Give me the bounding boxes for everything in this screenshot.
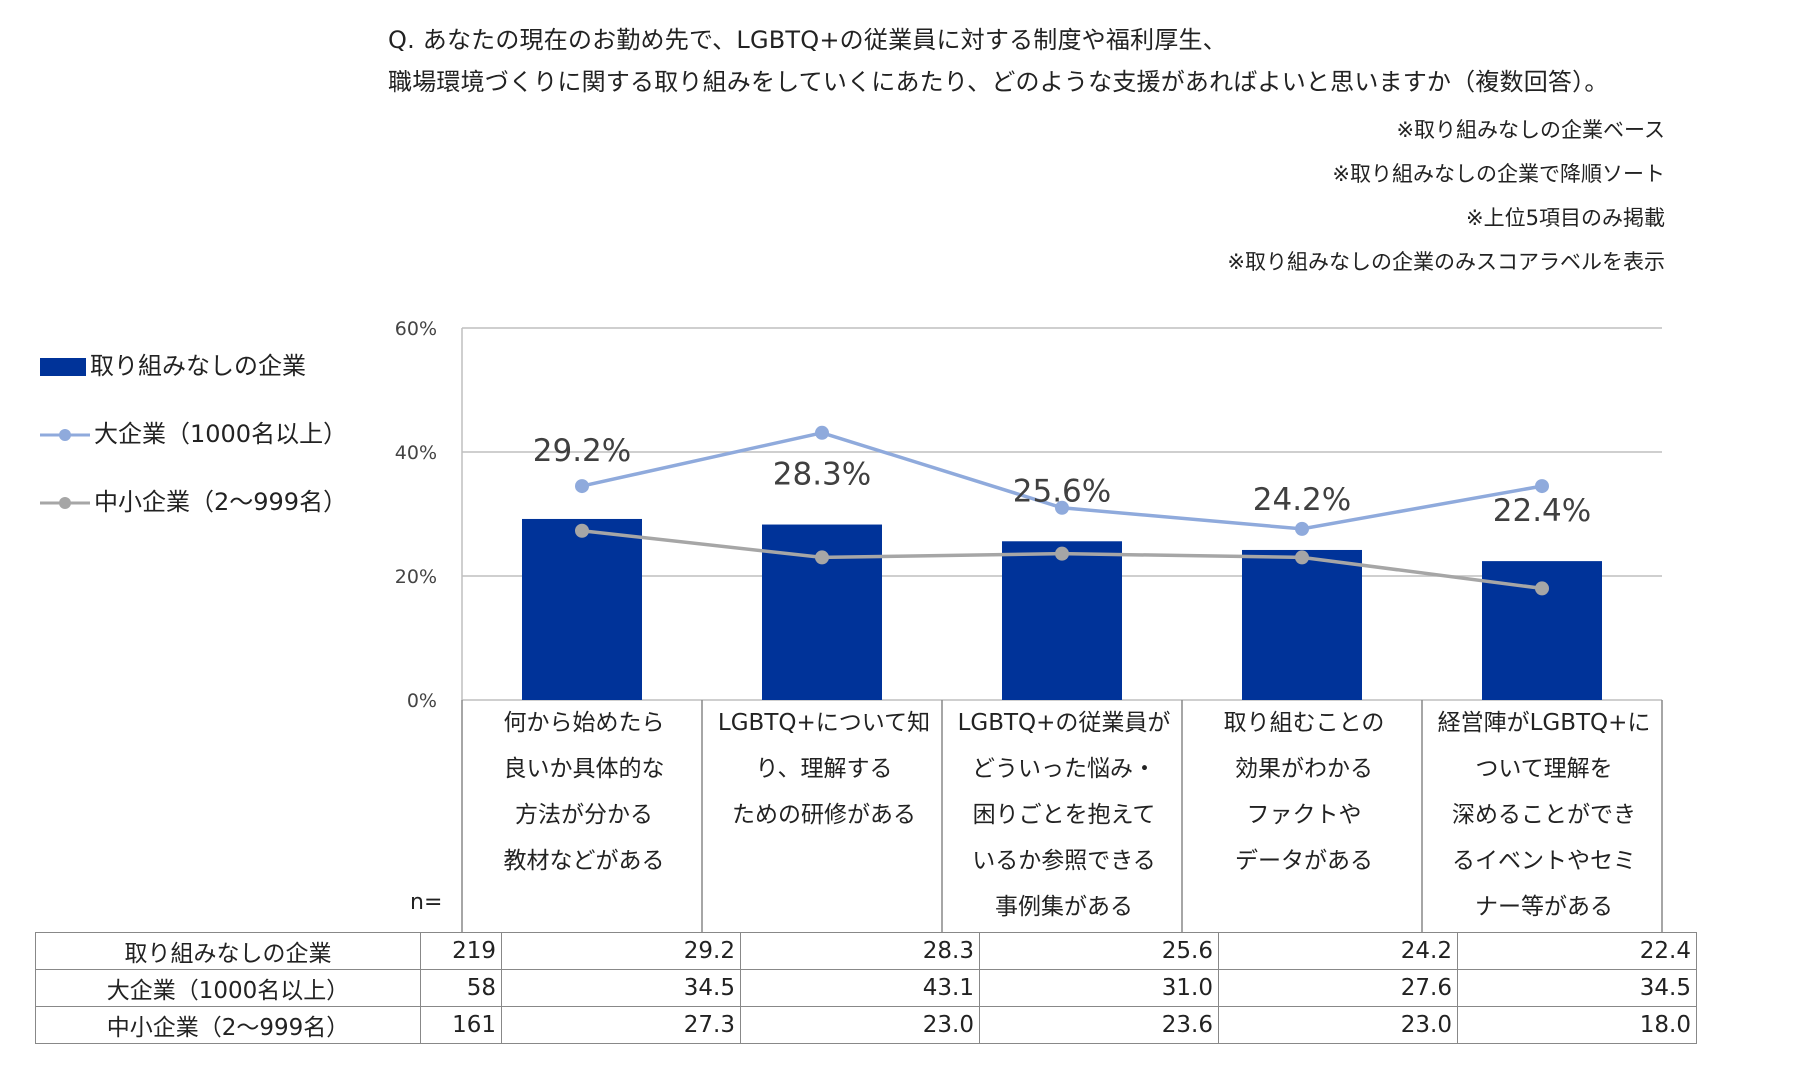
table-cell: 25.6 (979, 932, 1219, 970)
row-label: 大企業（1000名以上） (35, 969, 421, 1007)
row-n: 219 (420, 932, 502, 970)
legend-line-marker-icon (40, 429, 90, 441)
note-2: ※取り組みなしの企業で降順ソート (1332, 162, 1665, 186)
legend-item-bar: 取り組みなしの企業 (40, 346, 306, 381)
table-cell: 27.3 (501, 1006, 741, 1044)
table-cell: 23.0 (1218, 1006, 1458, 1044)
table-cell: 43.1 (740, 969, 980, 1007)
y-tick-label: 0% (407, 690, 437, 712)
table-cell: 22.4 (1457, 932, 1697, 970)
legend-item-large: 大企業（1000名以上） (40, 414, 347, 449)
bar (522, 518, 642, 700)
category-label: 経営陣がLGBTQ+に ついて理解を 深めることができ るイベントやセミ ナー等… (1437, 710, 1651, 920)
category-label: 取り組むことの 効果がわかる ファクトや データがある (1223, 710, 1385, 874)
small-company-point (1295, 550, 1309, 565)
legend-item-small: 中小企業（2〜999名） (40, 482, 347, 517)
table-cell: 29.2 (501, 932, 741, 970)
table-row: 大企業（1000名以上） 58 34.5 43.1 31.0 27.6 34.5 (35, 969, 1697, 1007)
table-cell: 18.0 (1457, 1006, 1697, 1044)
large-company-point (1055, 500, 1069, 515)
table-row: 中小企業（2〜999名） 161 27.3 23.0 23.6 23.0 18.… (35, 1006, 1697, 1044)
bar-data-label: 28.3% (773, 457, 871, 493)
bar-data-label: 22.4% (1493, 493, 1591, 529)
large-company-point (815, 425, 829, 440)
large-company-point (575, 479, 589, 494)
table-cell: 24.2 (1218, 932, 1458, 970)
table-cell: 23.6 (979, 1006, 1219, 1044)
note-1: ※取り組みなしの企業ベース (1396, 118, 1665, 142)
table-cell: 31.0 (979, 969, 1219, 1007)
bar (1002, 541, 1122, 700)
table-cell: 23.0 (740, 1006, 980, 1044)
table-cell: 34.5 (501, 969, 741, 1007)
large-company-point (1295, 521, 1309, 536)
bar-data-label: 24.2% (1253, 482, 1351, 518)
legend-line-marker-icon (40, 497, 90, 509)
row-n: 58 (420, 969, 502, 1007)
bar-data-label: 29.2% (533, 433, 631, 469)
small-company-point (575, 523, 589, 538)
n-label: n= (410, 890, 443, 915)
legend-bar-swatch (40, 358, 86, 376)
table-cell: 28.3 (740, 932, 980, 970)
question-line-2: 職場環境づくりに関する取り組みをしていくにあたり、どのような支援があればよいと思… (388, 68, 1609, 96)
table-cell: 34.5 (1457, 969, 1697, 1007)
y-tick-label: 40% (395, 442, 437, 464)
data-table: 取り組みなしの企業 219 29.2 28.3 25.6 24.2 22.4 大… (35, 932, 1697, 1044)
row-label: 取り組みなしの企業 (35, 932, 421, 970)
small-company-point (815, 550, 829, 565)
row-label: 中小企業（2〜999名） (35, 1006, 421, 1044)
bar (1242, 549, 1362, 700)
small-company-point (1535, 581, 1549, 596)
category-label: LGBTQ+について知 り、理解する ための研修がある (717, 710, 931, 828)
y-tick-label: 60% (395, 318, 437, 340)
note-3: ※上位5項目のみ掲載 (1466, 206, 1665, 230)
category-label: 何から始めたら 良いか具体的な 方法が分かる 教材などがある (503, 710, 665, 874)
legend-label: 大企業（1000名以上） (94, 420, 348, 448)
legend-label: 取り組みなしの企業 (90, 352, 306, 380)
category-label: LGBTQ+の従業員が どういった悩み・ 困りごとを抱えて いるか参照できる 事… (957, 710, 1171, 920)
large-company-point (1535, 479, 1549, 494)
legend-label: 中小企業（2〜999名） (94, 488, 348, 516)
table-cell: 27.6 (1218, 969, 1458, 1007)
question-line-1: Q. あなたの現在のお勤め先で、LGBTQ+の従業員に対する制度や福利厚生、 (388, 26, 1227, 54)
row-n: 161 (420, 1006, 502, 1044)
small-company-point (1055, 546, 1069, 561)
y-tick-label: 20% (395, 566, 437, 588)
note-4: ※取り組みなしの企業のみスコアラベルを表示 (1227, 250, 1665, 274)
bar-data-label: 25.6% (1013, 473, 1111, 509)
table-row: 取り組みなしの企業 219 29.2 28.3 25.6 24.2 22.4 (35, 932, 1697, 970)
